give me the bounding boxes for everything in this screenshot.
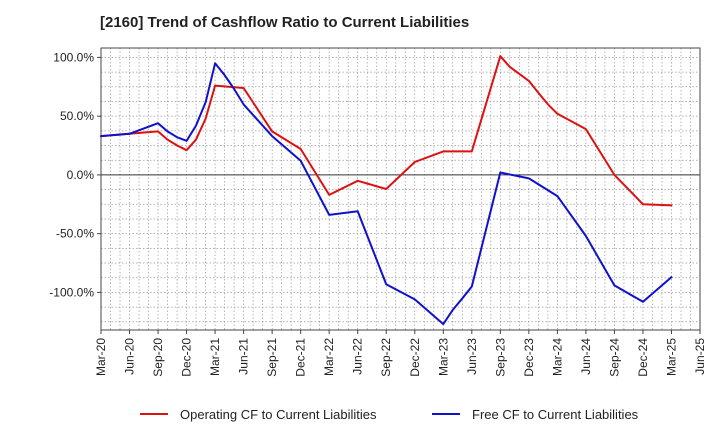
x-tick-label: Jun-24 (579, 338, 593, 375)
x-tick-label: Dec-24 (636, 338, 650, 377)
legend-label-2: Free CF to Current Liabilities (472, 407, 639, 422)
x-tick-label: Mar-23 (436, 338, 450, 376)
x-tick-label: Sep-22 (379, 338, 393, 377)
x-tick-label: Sep-23 (493, 338, 507, 377)
plot-frame (100, 47, 701, 331)
legend-label-1: Operating CF to Current Liabilities (180, 407, 377, 422)
x-tick-label: Dec-21 (294, 338, 308, 377)
x-tick-label: Mar-24 (550, 338, 564, 376)
y-tick-label: -100.0% (49, 285, 94, 299)
x-tick-label: Mar-20 (94, 338, 108, 376)
grid-layer (101, 48, 700, 330)
x-tick-label: Jun-25 (693, 338, 707, 375)
y-tick-label: 100.0% (53, 50, 94, 64)
y-tick-label: 0.0% (67, 168, 95, 182)
y-tick-label: -50.0% (56, 227, 94, 241)
chart-title: [2160] Trend of Cashflow Ratio to Curren… (100, 14, 470, 31)
x-tick-label: Dec-20 (180, 338, 194, 377)
series-line-1 (100, 55, 673, 207)
x-tick-label: Mar-21 (208, 338, 222, 376)
x-tick-label: Mar-25 (664, 338, 678, 376)
x-tick-label: Jun-22 (351, 338, 365, 375)
legend-layer: Operating CF to Current Liabilities Free … (140, 407, 639, 422)
x-tick-label: Sep-24 (607, 338, 621, 377)
x-tick-label: Dec-23 (522, 338, 536, 377)
x-tick-label: Dec-22 (408, 338, 422, 377)
x-tick-label: Jun-21 (237, 338, 251, 375)
y-tick-label: 50.0% (60, 109, 94, 123)
x-tick-label: Jun-20 (123, 338, 137, 375)
x-tick-label: Sep-21 (265, 338, 279, 377)
axis-layer: 100.0% 50.0% 0.0% -50.0% -100.0% Mar-20 Jun-20… (49, 47, 707, 377)
x-tick-label: Mar-22 (322, 338, 336, 376)
series-layer (100, 55, 673, 326)
x-tick-label: Sep-20 (151, 338, 165, 377)
x-tick-label: Jun-23 (465, 338, 479, 375)
series-line-2 (100, 62, 673, 326)
